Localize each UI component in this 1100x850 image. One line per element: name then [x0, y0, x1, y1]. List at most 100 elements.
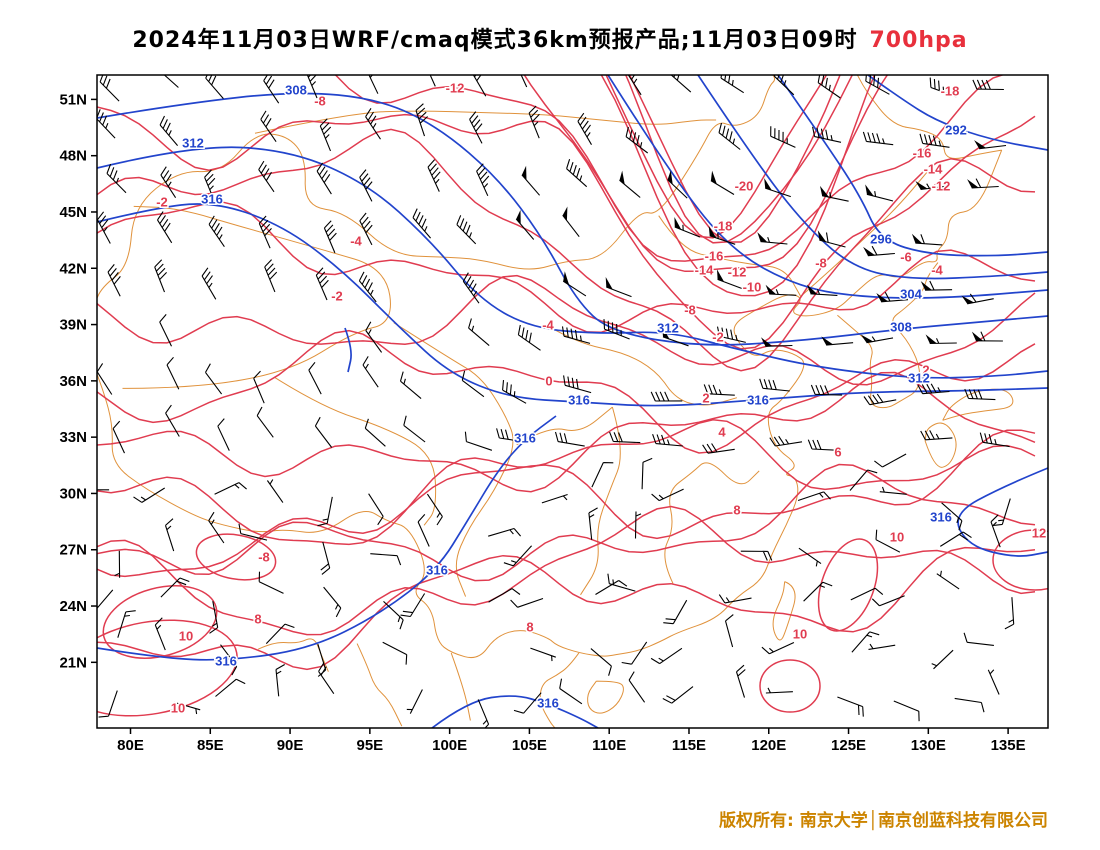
wind-barb	[972, 79, 1004, 91]
wind-barb	[541, 493, 568, 504]
wind-barb	[651, 488, 684, 502]
height-contour	[97, 203, 1048, 407]
wind-barb	[990, 514, 1001, 548]
temperature-contour-label: -6	[900, 250, 912, 265]
wind-barb	[863, 393, 897, 406]
wind-barb	[112, 420, 125, 454]
height-contour-label: 304	[900, 287, 922, 302]
wind-barb-pennant	[817, 230, 827, 242]
map-boundary	[664, 462, 760, 584]
wind-barb	[929, 77, 957, 98]
map-boundary	[658, 215, 802, 297]
x-axis-tick-label: 90E	[277, 737, 304, 754]
wind-barb	[740, 550, 773, 561]
x-axis-tick-label: 130E	[911, 737, 946, 754]
wind-barb	[368, 493, 384, 526]
wind-barb	[266, 479, 284, 503]
wind-barb	[919, 133, 950, 148]
wind-barb	[562, 280, 587, 297]
map-boundary	[393, 322, 514, 597]
wind-barb-layer	[97, 75, 1015, 728]
wind-barb	[868, 643, 896, 650]
wind-barb	[588, 507, 598, 540]
wind-barb	[603, 319, 630, 340]
wind-barb	[317, 496, 333, 527]
map-boundary	[587, 680, 624, 714]
wind-barb	[323, 220, 337, 254]
wind-barb-pennant	[860, 334, 874, 343]
temperature-contour-label: -12	[932, 179, 951, 194]
x-axis-tick-label: 125E	[831, 737, 866, 754]
wind-barb-pennant	[863, 246, 875, 256]
height-contour-label: 316	[930, 510, 952, 525]
wind-barb	[406, 689, 423, 714]
temperature-contour	[97, 546, 1036, 671]
wind-barb	[1004, 597, 1015, 630]
wind-barb	[881, 292, 909, 303]
wind-barb	[256, 406, 274, 438]
wind-barb	[107, 264, 121, 297]
wind-barb	[464, 431, 493, 451]
wind-barb	[670, 75, 692, 93]
wind-barb	[364, 418, 386, 447]
wind-barb	[992, 498, 1011, 527]
temperature-contour-label: 10	[793, 627, 807, 642]
x-axis-tick-label: 110E	[592, 737, 626, 754]
wind-barb	[160, 577, 190, 598]
temperature-contour-label: -10	[743, 280, 762, 295]
height-contour	[867, 75, 1048, 151]
wind-barb	[718, 122, 741, 150]
wind-barb	[215, 678, 246, 697]
wind-barb	[810, 288, 838, 296]
wind-barb	[260, 110, 277, 143]
wind-barb	[520, 75, 528, 88]
wind-barb	[97, 363, 113, 395]
wind-barb	[915, 234, 943, 246]
wind-barb	[971, 178, 999, 189]
y-axis-tick-label: 45N	[59, 204, 87, 221]
wind-barb	[867, 245, 895, 257]
wind-barb	[528, 105, 540, 139]
wind-barb	[258, 571, 284, 594]
wind-barb	[625, 126, 649, 154]
wind-barb	[709, 233, 736, 245]
wind-barb-pennant	[806, 284, 818, 295]
wind-barb	[874, 453, 907, 468]
wind-barb	[917, 383, 950, 395]
wind-barb	[510, 597, 544, 608]
geography-layer	[97, 75, 1014, 728]
map-boundary	[450, 652, 471, 721]
wind-barb	[238, 523, 268, 541]
wind-barb	[263, 75, 280, 104]
temperature-contour-label: -8	[815, 256, 827, 271]
height-contour	[97, 92, 1048, 346]
wind-barb	[807, 439, 839, 451]
wind-barb	[862, 131, 894, 146]
wind-barb	[871, 595, 905, 607]
wind-barb	[383, 600, 404, 630]
wind-barb	[710, 180, 735, 195]
wind-barb	[477, 699, 490, 728]
wind-barb	[865, 75, 890, 95]
wind-barb	[590, 648, 612, 676]
wind-barb	[174, 701, 201, 715]
height-contour-label: 296	[870, 232, 892, 247]
temperature-contour	[97, 329, 1036, 454]
wind-barb	[627, 75, 642, 96]
wind-barb	[159, 115, 179, 146]
height-contour-label: 308	[890, 320, 912, 335]
wind-barb	[429, 75, 436, 87]
wind-barb	[964, 388, 996, 401]
map-boundary	[942, 388, 1014, 421]
wind-barb	[399, 371, 422, 400]
wind-barb	[264, 259, 278, 293]
wind-barb	[163, 75, 179, 88]
wind-barb	[563, 375, 592, 394]
wind-barb	[761, 642, 795, 655]
wind-barb	[98, 690, 118, 718]
y-axis-tick-label: 21N	[59, 654, 87, 671]
wind-barb-pennant	[920, 281, 933, 291]
temperature-contour	[97, 128, 1036, 372]
wind-barb-pennant	[710, 170, 717, 185]
